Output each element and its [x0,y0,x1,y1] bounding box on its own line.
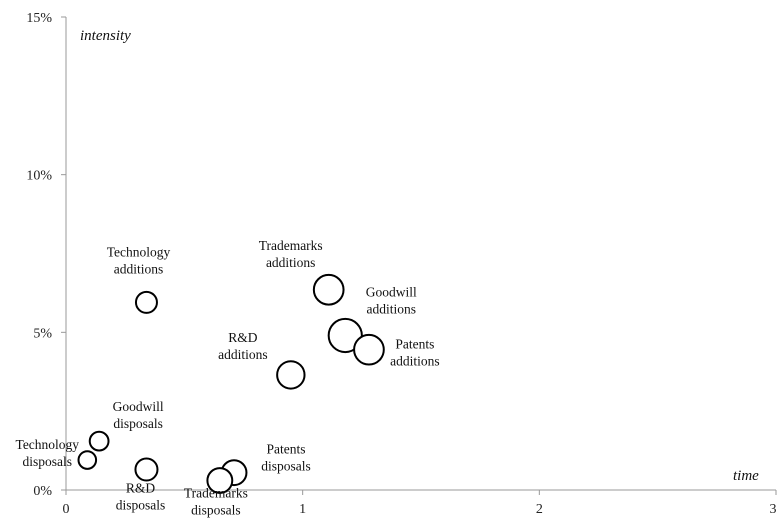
x-tick-label: 1 [299,502,306,517]
bubble-label: R&D additions [218,330,268,362]
bubble-label: Goodwill disposals [113,399,164,431]
bubble-label: Trademarks additions [259,238,323,270]
bubble-label-line: additions [390,354,440,369]
bubble-label-line: Trademarks [184,486,248,501]
y-tick-label: 0% [33,484,52,499]
bubbles [77,273,385,494]
x-axis-title: time [733,468,759,484]
y-tick-label: 10% [26,169,52,184]
bubble-point [327,317,363,354]
bubble-label-line: Trademarks [259,238,323,253]
bubble-label: R&D disposals [116,481,166,513]
x-tick-label: 3 [770,502,777,517]
bubble-point [77,450,98,470]
bubble-point [353,333,385,366]
bubble-label-line: disposals [191,503,241,518]
bubble-label-line: Technology [16,437,80,452]
bubble-label-line: Goodwill [366,284,417,299]
bubble-label-line: Technology [107,244,171,259]
bubble-label-line: disposals [116,498,166,513]
bubble-label-line: R&D [228,330,258,345]
bubble-label-line: Patents [267,442,306,457]
bubble-label: Patents additions [390,337,440,369]
bubble-label-line: Goodwill [113,399,164,414]
bubble-label-line: Patents [395,337,434,352]
bubble-label-line: disposals [113,416,163,431]
bubble-point [206,467,234,494]
bubble-label: Goodwill additions [366,284,417,316]
y-tick-label: 15% [26,11,52,26]
bubble-point [276,360,306,390]
y-axis-title: intensity [80,28,131,44]
bubble-label-line: additions [114,261,164,276]
bubble-label: Patents disposals [261,442,311,474]
bubble-label-line: additions [266,255,316,270]
y-tick-label: 5% [33,326,52,341]
bubble-label: Trademarks disposals [184,486,248,518]
x-tick-label: 2 [536,502,543,517]
bubble-label-line: additions [218,347,268,362]
bubble-point [134,457,159,482]
bubble-point [88,430,110,452]
x-tick-label: 0 [63,502,70,517]
axes [65,17,776,491]
bubble-label-line: disposals [261,459,311,474]
bubble-label-line: additions [367,301,417,316]
tick-labels: 0% 5% 10% 15% 0 1 2 3 [26,11,777,517]
bubble-label: Technology additions [107,244,171,276]
bubble-label-line: disposals [23,454,73,469]
bubble-point [134,290,158,314]
bubble-label: Technology disposals [16,437,80,469]
bubble-point [312,273,345,306]
bubble-label-line: R&D [126,481,156,496]
